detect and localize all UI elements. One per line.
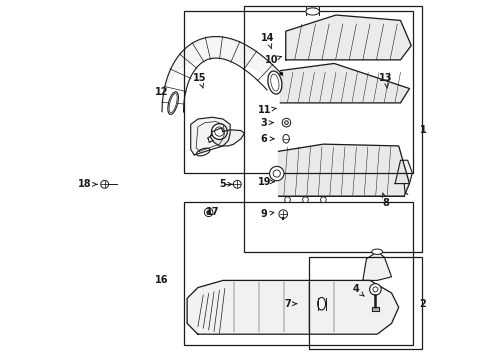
Text: 18: 18: [78, 179, 97, 189]
Polygon shape: [371, 307, 378, 311]
Text: 13: 13: [379, 73, 392, 88]
Circle shape: [372, 287, 377, 292]
Text: 9: 9: [260, 209, 273, 219]
Polygon shape: [278, 144, 408, 196]
Text: 17: 17: [205, 207, 219, 217]
Text: 10: 10: [264, 55, 281, 65]
Circle shape: [369, 284, 380, 295]
Circle shape: [214, 127, 224, 136]
Ellipse shape: [305, 8, 319, 15]
Text: 5: 5: [219, 179, 232, 189]
Polygon shape: [362, 252, 391, 280]
Bar: [244, 6, 421, 252]
Circle shape: [101, 180, 108, 188]
Text: 14: 14: [261, 33, 274, 49]
Ellipse shape: [371, 249, 382, 255]
Circle shape: [282, 118, 290, 127]
Circle shape: [302, 197, 308, 203]
Circle shape: [284, 197, 290, 203]
Circle shape: [233, 180, 241, 188]
Text: 15: 15: [193, 73, 206, 88]
Ellipse shape: [317, 297, 325, 310]
Text: 12: 12: [155, 87, 168, 97]
Polygon shape: [187, 280, 398, 334]
Polygon shape: [394, 160, 411, 184]
Circle shape: [211, 124, 227, 139]
Text: 4: 4: [351, 284, 364, 296]
Ellipse shape: [167, 92, 178, 114]
Bar: [308, 257, 421, 348]
Circle shape: [204, 208, 212, 217]
Circle shape: [320, 197, 325, 203]
Circle shape: [278, 210, 287, 219]
Circle shape: [279, 72, 282, 75]
Ellipse shape: [169, 94, 177, 113]
Text: 1: 1: [419, 125, 426, 135]
Ellipse shape: [282, 134, 289, 143]
Bar: [183, 12, 412, 173]
Ellipse shape: [267, 71, 281, 94]
Circle shape: [206, 211, 210, 214]
Circle shape: [284, 121, 287, 125]
Text: 19: 19: [257, 177, 274, 187]
Ellipse shape: [270, 74, 279, 91]
Polygon shape: [285, 15, 410, 60]
Text: 2: 2: [419, 299, 426, 309]
Text: 16: 16: [155, 275, 168, 285]
Circle shape: [273, 170, 280, 177]
Circle shape: [269, 166, 284, 181]
Polygon shape: [190, 117, 230, 155]
Text: 11: 11: [257, 105, 276, 115]
Polygon shape: [280, 63, 408, 103]
Polygon shape: [210, 128, 244, 146]
Text: 7: 7: [284, 299, 296, 309]
Text: 8: 8: [382, 193, 389, 208]
Text: 3: 3: [260, 118, 273, 128]
Bar: [183, 202, 412, 345]
Text: 6: 6: [260, 134, 273, 144]
